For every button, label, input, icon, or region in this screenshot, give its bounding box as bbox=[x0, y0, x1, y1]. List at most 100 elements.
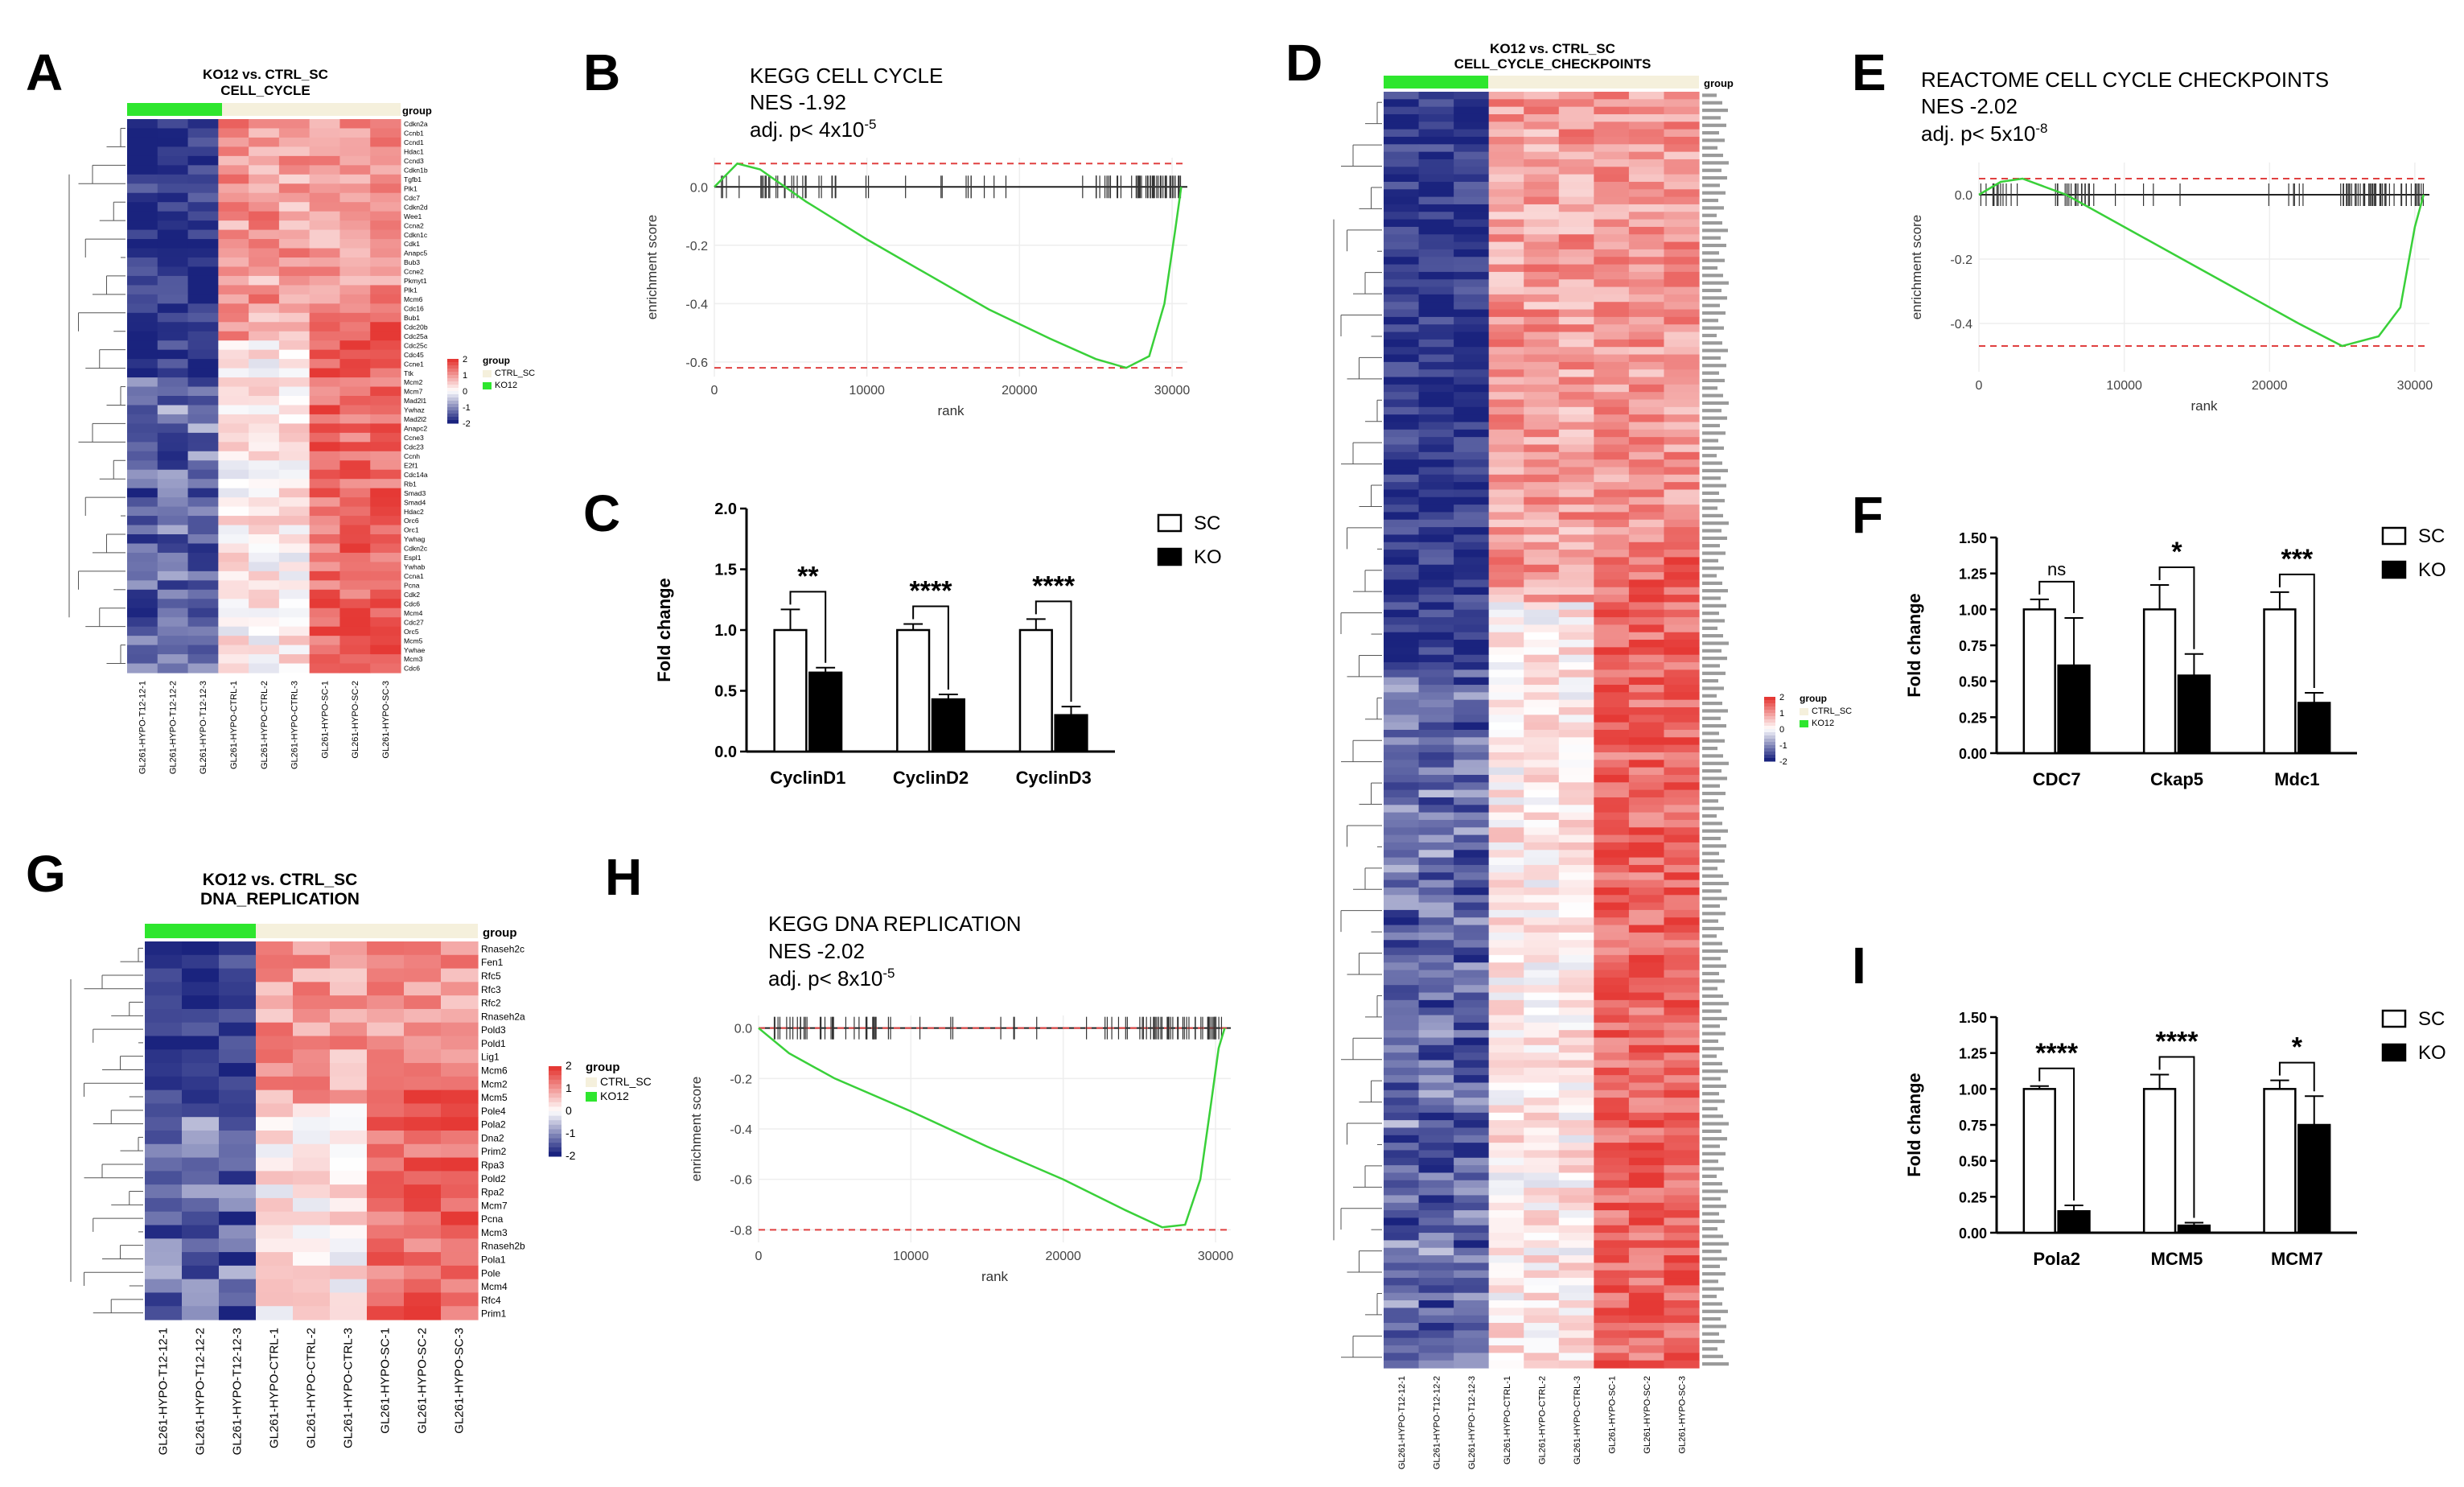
gene-label: Hdac2 bbox=[404, 508, 424, 516]
heatmap-cell bbox=[278, 442, 311, 452]
heatmap-cell bbox=[127, 368, 158, 378]
heatmap-cell bbox=[256, 1171, 294, 1185]
heatmap-cell bbox=[187, 377, 219, 388]
heatmap-cell bbox=[293, 1076, 331, 1091]
heatmap-cell bbox=[278, 275, 311, 286]
heatmap-cell bbox=[218, 497, 249, 508]
heatmap-cell bbox=[1454, 872, 1490, 881]
heatmap-cell bbox=[1524, 692, 1560, 701]
gene-label: Mad2l1 bbox=[404, 397, 426, 405]
heatmap-cell bbox=[1558, 451, 1594, 460]
sample-label: GL261-HYPO-CTRL-1 bbox=[268, 1328, 282, 1448]
heatmap-cell bbox=[1524, 316, 1560, 325]
heatmap-cell bbox=[1418, 662, 1454, 670]
heatmap-cell bbox=[370, 220, 401, 231]
heatmap-cell bbox=[1524, 181, 1560, 190]
heatmap-cell bbox=[1628, 474, 1665, 483]
gene-label-mark bbox=[1702, 768, 1722, 773]
panel-e: E REACTOME CELL CYCLE CHECKPOINTS NES -2… bbox=[1852, 43, 2433, 414]
heatmap-cell bbox=[1384, 92, 1420, 100]
heatmap-cell bbox=[182, 1076, 220, 1091]
heatmap-cell bbox=[1418, 1353, 1454, 1361]
heatmap-cell bbox=[1454, 985, 1490, 994]
heatmap-cell bbox=[1384, 459, 1420, 468]
heatmap-cell bbox=[1594, 1112, 1630, 1121]
heatmap-cell bbox=[404, 1197, 442, 1213]
sample-label: GL261-HYPO-CTRL-1 bbox=[1503, 1376, 1512, 1464]
gene-label-mark bbox=[1702, 326, 1724, 330]
heatmap-cell bbox=[404, 1171, 442, 1185]
heatmap-cell bbox=[157, 580, 189, 591]
heatmap-cell bbox=[127, 497, 158, 508]
heatmap-cell bbox=[1594, 174, 1630, 183]
heatmap-cell bbox=[1594, 1150, 1630, 1159]
heatmap-cell bbox=[219, 1049, 257, 1064]
y-tick-label: -0.2 bbox=[685, 240, 708, 253]
heatmap-cell bbox=[339, 645, 371, 655]
gene-label-mark bbox=[1702, 904, 1720, 908]
heatmap-cell bbox=[218, 423, 249, 434]
legend-gradient-step bbox=[549, 1129, 561, 1135]
heatmap-cell bbox=[1664, 572, 1700, 581]
legend-gradient-step bbox=[1764, 700, 1775, 704]
heatmap-cell bbox=[1488, 264, 1524, 273]
heatmap-cell bbox=[339, 516, 371, 526]
heatmap-cell bbox=[1418, 774, 1454, 783]
heatmap-cell bbox=[1558, 286, 1594, 295]
heatmap-cell bbox=[182, 1279, 220, 1294]
heatmap-cell bbox=[1384, 316, 1420, 325]
legend-gradient-step bbox=[1764, 710, 1775, 714]
sample-label: GL261-HYPO-CTRL-2 bbox=[1537, 1376, 1547, 1464]
heatmap-cell bbox=[218, 414, 249, 424]
gene-label-mark bbox=[1702, 574, 1717, 578]
heatmap-cell bbox=[1594, 617, 1630, 625]
heatmap-cell bbox=[441, 1131, 479, 1145]
heatmap-cell bbox=[1524, 999, 1560, 1008]
heatmap-cell bbox=[218, 386, 249, 397]
heatmap-cell bbox=[145, 941, 183, 956]
heatmap-cell bbox=[1488, 1165, 1524, 1174]
heatmap-cell bbox=[330, 1265, 368, 1280]
heatmap-cell bbox=[370, 451, 401, 461]
heatmap-cell bbox=[1558, 181, 1594, 190]
heatmap-cell bbox=[1418, 1150, 1454, 1159]
heatmap-cell bbox=[278, 636, 311, 646]
gene-label-mark bbox=[1702, 243, 1726, 248]
heatmap-cell bbox=[1488, 609, 1524, 618]
panel-letter-f: F bbox=[1852, 486, 1883, 544]
heatmap-cell bbox=[1524, 377, 1560, 385]
heatmap-cell bbox=[157, 654, 189, 665]
heatmap-cell bbox=[1454, 812, 1490, 821]
x-tick-label: 20000 bbox=[1045, 1250, 1081, 1263]
heatmap-cell bbox=[1524, 332, 1560, 340]
heatmap-cell bbox=[1488, 857, 1524, 866]
heatmap-cell bbox=[1628, 392, 1665, 401]
heatmap-cell bbox=[1488, 406, 1524, 415]
heatmap-d-subtitle: CELL_CYCLE_CHECKPOINTS bbox=[1454, 56, 1652, 72]
heatmap-cell bbox=[1558, 151, 1594, 160]
heatmap-cell bbox=[1558, 1247, 1594, 1256]
heatmap-cell bbox=[367, 1238, 405, 1253]
heatmap-cell bbox=[309, 312, 341, 323]
heatmap-cell bbox=[187, 331, 219, 341]
heatmap-cell bbox=[1524, 1308, 1560, 1316]
heatmap-cell bbox=[157, 275, 189, 286]
sample-label: GL261-HYPO-T12-12-1 bbox=[1397, 1376, 1407, 1469]
heatmap-cell bbox=[1384, 339, 1420, 348]
heatmap-cell bbox=[330, 1225, 368, 1239]
y-tick-label: 1.5 bbox=[714, 562, 737, 579]
heatmap-cell bbox=[219, 968, 257, 982]
heatmap-cell bbox=[1594, 1082, 1630, 1091]
heatmap-cell bbox=[1384, 842, 1420, 851]
heatmap-cell bbox=[441, 1171, 479, 1185]
gene-label-mark bbox=[1702, 1264, 1720, 1268]
heatmap-cell bbox=[1558, 932, 1594, 941]
heatmap-cell bbox=[1488, 1015, 1524, 1024]
heatmap-cell bbox=[1488, 505, 1524, 513]
gene-label-mark bbox=[1702, 1324, 1726, 1328]
heatmap-cell bbox=[370, 506, 401, 517]
heatmap-cell bbox=[1418, 181, 1454, 190]
significance-bracket bbox=[2158, 566, 2195, 649]
heatmap-cell bbox=[1594, 872, 1630, 881]
heatmap-cell bbox=[127, 516, 158, 526]
